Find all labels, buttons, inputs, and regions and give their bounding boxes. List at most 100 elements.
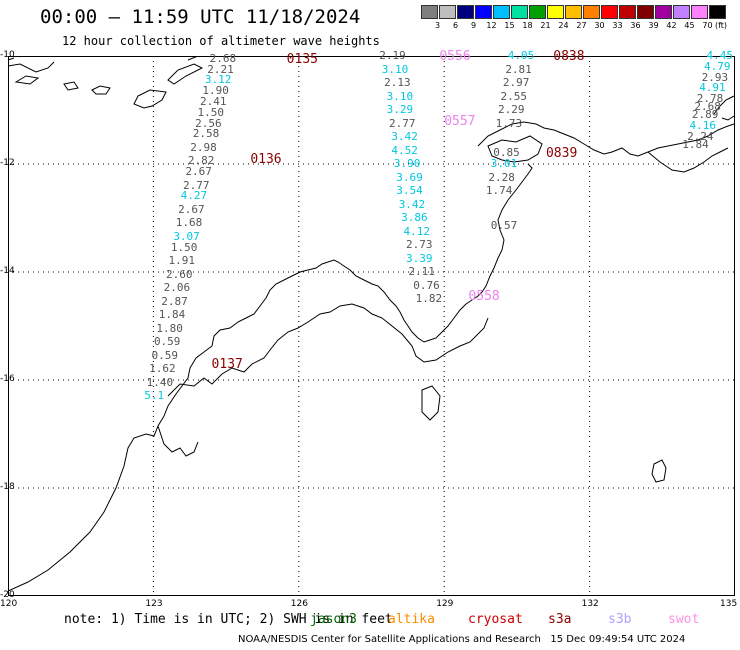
legend-swatch <box>529 5 546 19</box>
legend-label: 45 <box>684 21 695 30</box>
wave-height-value: 2.87 <box>161 294 188 308</box>
legend-swatch <box>673 5 690 19</box>
legend-label: 18 <box>522 21 533 30</box>
legend-label: 15 <box>504 21 515 30</box>
coast-island-groote <box>651 459 667 483</box>
coast-island-3 <box>167 63 204 85</box>
wave-height-value: 2.97 <box>502 76 530 89</box>
wave-height-value: 3.10 <box>386 89 414 103</box>
wave-height-value: 2.82 <box>187 154 215 168</box>
legend-label: 33 <box>612 21 623 30</box>
wave-height-value: 3.86 <box>401 211 428 224</box>
wave-height-value: 3.12 <box>204 73 232 87</box>
wave-height-value: 1.74 <box>485 184 513 197</box>
wave-height-value: 2.55 <box>500 89 527 103</box>
wave-height-value: 1.40 <box>146 375 174 389</box>
legend-label: 21 <box>540 21 551 30</box>
wave-height-value: 4.05 <box>507 49 535 62</box>
wave-height-value: 3.90 <box>393 157 421 170</box>
pass-time-label: 0839 <box>545 146 578 162</box>
wave-height-value: 1.90 <box>202 84 229 98</box>
coast-islands-mid <box>421 385 441 421</box>
coast-cobourg <box>487 135 543 163</box>
coastline <box>8 56 735 592</box>
wave-height-value: 2.29 <box>498 103 525 116</box>
wave-height-value: 2.93 <box>701 70 729 84</box>
coast-island-roti <box>14 75 40 85</box>
legend-swatch <box>691 5 708 19</box>
x-tick-label: 123 <box>145 599 163 609</box>
pass-time-label: 0558 <box>468 289 500 305</box>
wave-height-value: 2.98 <box>190 140 217 154</box>
coast-cape-leveque <box>157 425 199 457</box>
legend-label: 36 <box>630 21 641 30</box>
legend-swatch <box>439 5 456 19</box>
coast-island-2 <box>133 89 167 109</box>
legend-swatch <box>709 5 726 19</box>
legend-label: 30 <box>594 21 605 30</box>
satellite-s3b: s3b <box>608 612 632 627</box>
footnote: note: 1) Time is in UTC; 2) SWH is in fe… <box>64 612 393 627</box>
wave-height-value: 0.85 <box>493 146 520 160</box>
coast-island-west <box>91 85 111 95</box>
wave-height-value: 2.68 <box>694 100 721 114</box>
y-tick-label: -10 <box>0 50 15 60</box>
wave-height-value: 1.50 <box>197 105 225 119</box>
credit-line: NOAA/NESDIS Center for Satellite Applica… <box>238 634 686 645</box>
wave-height-value: 1.91 <box>168 254 195 268</box>
legend-swatch <box>565 5 582 19</box>
wave-height-value: 2.06 <box>163 281 191 295</box>
y-tick-label: -14 <box>0 266 15 276</box>
wave-height-value: 3.42 <box>391 130 418 143</box>
legend-label: 27 <box>576 21 587 30</box>
wave-height-value: 1.80 <box>156 321 183 335</box>
legend-label: 39 <box>648 21 659 30</box>
wave-height-value: 4.45 <box>706 49 733 62</box>
wave-height-value: 2.28 <box>488 170 515 184</box>
satellite-jason3: jason3 <box>310 612 357 627</box>
legend-label: 24 <box>558 21 569 30</box>
satellite-cryosat: cryosat <box>468 612 523 627</box>
pass-time-label: 0137 <box>211 356 243 372</box>
wave-height-value: 2.11 <box>408 265 435 278</box>
legend-unit: (ft) <box>715 21 728 30</box>
legend-swatch <box>493 5 510 19</box>
wave-height-value: 1.84 <box>682 138 709 152</box>
wave-height-value: 3.29 <box>386 103 414 116</box>
pass-time-label: 0557 <box>444 113 476 129</box>
y-tick-label: -16 <box>0 374 15 384</box>
chart-subtitle: 12 hour collection of altimeter wave hei… <box>62 34 380 48</box>
legend-swatch <box>511 5 528 19</box>
y-tick-label: -18 <box>0 482 15 492</box>
x-tick-label: 135 <box>720 599 738 609</box>
wave-height-value: 2.89 <box>691 108 719 122</box>
legend-swatch <box>457 5 474 19</box>
legend-swatch <box>421 5 438 19</box>
wave-height-value: 2.58 <box>192 127 220 141</box>
coast-island-savu <box>63 81 79 91</box>
wave-height-value: 4.27 <box>180 189 208 203</box>
map-frame <box>8 56 735 596</box>
wave-height-value: 4.52 <box>391 143 418 157</box>
wave-height-value: 2.13 <box>384 76 411 89</box>
wave-height-value: 2.67 <box>178 202 205 216</box>
chart-title: 00:00 – 11:59 UTC 11/18/2024 <box>40 6 361 28</box>
map-canvas <box>8 56 735 596</box>
wave-height-value: 0.57 <box>490 219 518 233</box>
legend-swatch <box>475 5 492 19</box>
wave-height-value: 3.42 <box>398 197 426 211</box>
pass-time-label: 0838 <box>553 49 585 64</box>
wave-height-value: 1.50 <box>170 240 198 254</box>
coast-timor <box>8 57 55 73</box>
x-tick-label: 126 <box>290 599 308 609</box>
wave-height-value: 2.78 <box>696 92 724 106</box>
wave-height-value: 2.73 <box>405 238 433 251</box>
coast-kimberley <box>8 163 533 592</box>
wave-height-value: 0.59 <box>151 348 179 362</box>
wave-height-value: 2.24 <box>687 130 714 143</box>
legend-swatch <box>619 5 636 19</box>
wave-height-value: 1.73 <box>495 116 523 130</box>
wave-height-value: 3.07 <box>173 229 200 243</box>
legend-label: 6 <box>452 21 459 30</box>
legend-swatch <box>601 5 618 19</box>
